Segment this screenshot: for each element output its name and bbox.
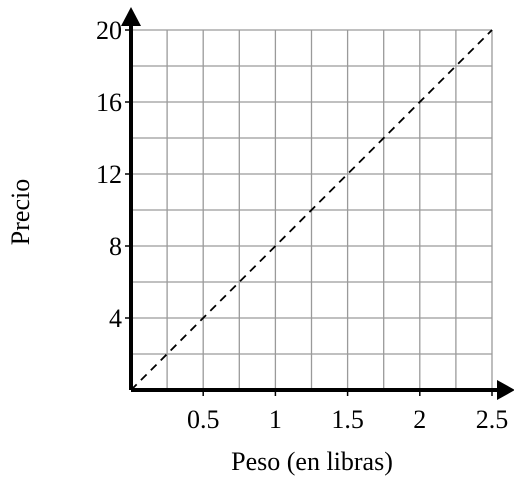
y-tick-label: 20 (96, 16, 122, 45)
grid (131, 29, 493, 390)
series-layer (130, 29, 493, 391)
y-axis-arrow (121, 7, 141, 26)
y-axis-label: Precio (6, 179, 35, 245)
x-tick-label: 2 (413, 405, 426, 434)
x-tick-label: 1.5 (331, 405, 364, 434)
tick-labels: 0.5 1 1.5 2 2.5 4 8 12 16 20 (96, 16, 508, 434)
y-tick-label: 8 (109, 232, 122, 261)
series-line-0 (130, 29, 493, 391)
x-axis-arrow (497, 380, 514, 400)
x-tick-label: 0.5 (187, 405, 220, 434)
y-tick-label: 12 (96, 160, 122, 189)
y-tick-label: 16 (96, 88, 122, 117)
x-axis-label: Peso (en libras) (231, 447, 393, 476)
axes (121, 7, 514, 400)
y-tick-label: 4 (109, 304, 122, 333)
x-tick-label: 1 (269, 405, 282, 434)
x-tick-label: 2.5 (476, 405, 509, 434)
